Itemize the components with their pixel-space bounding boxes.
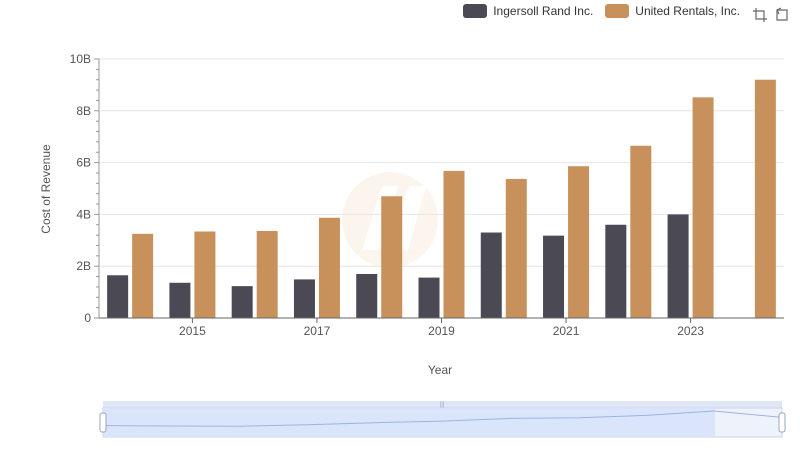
y-tick-label: 6B: [76, 156, 91, 170]
y-tick-label: 10B: [70, 52, 91, 66]
datazoom-preview-line: [102, 410, 783, 427]
bar-united-rentals-2016[interactable]: [256, 230, 278, 318]
legend-item-ingersoll[interactable]: Ingersoll Rand Inc.: [463, 4, 593, 18]
bar-ingersoll-2023[interactable]: [667, 214, 689, 318]
y-axis-title: Cost of Revenue: [39, 144, 53, 234]
datazoom-slider[interactable]: |||: [99, 401, 786, 438]
bar-united-rentals-2023[interactable]: [692, 97, 714, 318]
bar-united-rentals-2017[interactable]: [318, 217, 340, 318]
bar-united-rentals-2020[interactable]: [505, 178, 527, 318]
bar-united-rentals-2024[interactable]: [754, 79, 776, 318]
bar-united-rentals-2022[interactable]: [630, 145, 652, 318]
y-tick-label: 2B: [76, 259, 91, 273]
datazoom-left-handle[interactable]: [99, 412, 107, 433]
datazoom-right-handle[interactable]: [778, 412, 786, 433]
y-tick-label: 8B: [76, 104, 91, 118]
x-tick-label: 2021: [553, 324, 580, 338]
bar-ingersoll-2021[interactable]: [543, 235, 565, 318]
x-axis-title: Year: [428, 363, 452, 377]
bar-united-rentals-2015[interactable]: [194, 231, 216, 318]
x-tick-label: 2023: [677, 324, 704, 338]
bar-united-rentals-2014[interactable]: [132, 233, 154, 318]
x-tick-label: 2015: [179, 324, 206, 338]
legend: Ingersoll Rand Inc. United Rentals, Inc.: [463, 4, 740, 18]
toolbox: [752, 7, 790, 23]
legend-swatch-ingersoll: [463, 4, 488, 18]
bar-ingersoll-2014[interactable]: [107, 275, 129, 318]
bar-ingersoll-2016[interactable]: [231, 286, 253, 318]
zoom-icon[interactable]: [752, 7, 768, 23]
bar-ingersoll-2022[interactable]: [605, 224, 627, 318]
axes: 0 2B 4B 6B 8B 10B 2015 2017 2019 2021 2023: [70, 52, 784, 338]
datazoom-selection[interactable]: [103, 408, 715, 437]
y-tick-label: 0: [84, 311, 91, 325]
legend-label-united-rentals: United Rentals, Inc.: [635, 4, 740, 18]
bar-ingersoll-2019[interactable]: [418, 277, 440, 318]
bar-ingersoll-2018[interactable]: [356, 273, 378, 318]
datazoom-top-bar[interactable]: [103, 401, 782, 408]
x-tick-label: 2017: [304, 324, 331, 338]
legend-label-ingersoll: Ingersoll Rand Inc.: [493, 4, 594, 18]
bar-ingersoll-2020[interactable]: [480, 232, 502, 318]
legend-swatch-united-rentals: [605, 4, 630, 18]
bar-ingersoll-2017[interactable]: [293, 279, 315, 318]
legend-item-united-rentals[interactable]: United Rentals, Inc.: [605, 4, 740, 18]
x-tick-label: 2019: [428, 324, 455, 338]
datazoom-grip-icon[interactable]: |||: [440, 402, 445, 408]
restore-icon[interactable]: [774, 7, 790, 23]
bar-united-rentals-2021[interactable]: [568, 166, 590, 318]
y-tick-label: 4B: [76, 207, 91, 221]
bar-united-rentals-2018[interactable]: [381, 196, 403, 318]
bar-united-rentals-2019[interactable]: [443, 170, 465, 318]
bar-ingersoll-2015[interactable]: [169, 282, 191, 318]
bars: [107, 79, 776, 318]
